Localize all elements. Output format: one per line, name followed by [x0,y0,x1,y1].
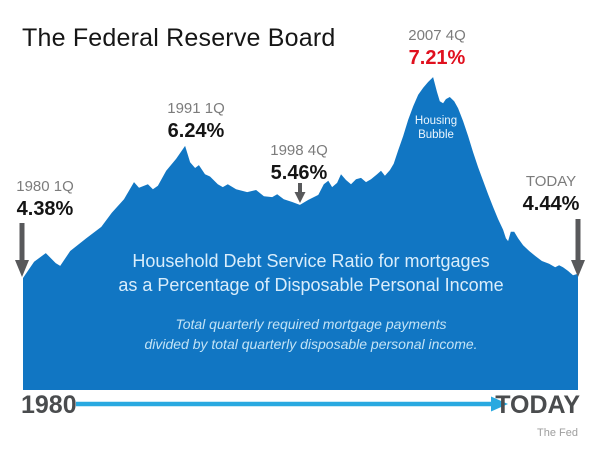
annotation-1991: 1991 1Q 6.24% [167,100,225,142]
housing-bubble-line2: Bubble [418,129,454,142]
annotation-1991-label: 1991 1Q [167,100,225,117]
chart-subcaption-line1: Total quarterly required mortgage paymen… [175,316,447,332]
annotation-1998-value: 5.46% [270,161,328,184]
debt-ratio-area [23,77,578,390]
annotation-1980-value: 4.38% [16,197,74,220]
down-arrow-1998-icon [294,183,306,203]
chart-caption-line1: Household Debt Service Ratio for mortgag… [132,251,490,271]
annotation-1991-value: 6.24% [167,119,225,142]
annotation-today-label: TODAY [525,173,577,190]
page-title: The Federal Reserve Board [22,24,336,52]
annotation-2007-label: 2007 4Q [408,27,466,44]
down-arrow-1980-icon [15,223,29,277]
source-credit: The Fed [537,427,578,439]
housing-bubble-line1: Housing [414,115,458,127]
annotation-1980: 1980 1Q 4.38% [16,178,74,220]
housing-bubble-label: Housing Bubble [415,114,457,143]
chart-caption-line2: as a Percentage of Disposable Personal I… [118,275,504,296]
chart-subcaption: Total quarterly required mortgage paymen… [144,315,477,354]
chart-caption: Household Debt Service Ratio for mortgag… [118,249,503,298]
chart-subcaption-line2: divided by total quarterly disposable pe… [144,335,478,352]
annotation-today-value: 4.44% [522,192,580,215]
timeline-end-label: TODAY [495,391,580,419]
timeline-arrow-icon [76,396,508,412]
annotation-1998-label: 1998 4Q [270,142,328,159]
annotation-1980-label: 1980 1Q [16,178,74,195]
annotation-today: TODAY 4.44% [522,173,580,215]
annotation-2007-value: 7.21% [408,46,466,69]
down-arrow-today-icon [571,219,585,277]
timeline-start-label: 1980 [21,391,77,419]
annotation-1998: 1998 4Q 5.46% [270,142,328,184]
annotation-2007: 2007 4Q 7.21% [408,27,466,69]
